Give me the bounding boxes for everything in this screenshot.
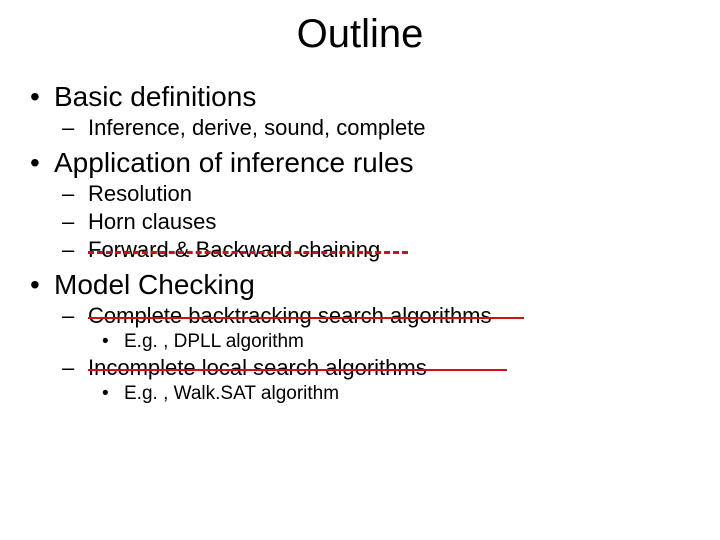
- bullet-text: Resolution: [88, 181, 192, 206]
- strike-line: [88, 369, 507, 371]
- bullet-basic-definitions: Basic definitions: [30, 81, 690, 113]
- bullet-text: Complete backtracking search algorithms: [88, 303, 492, 329]
- bullet-text: Basic definitions: [54, 81, 256, 112]
- bullet-horn-clauses: Horn clauses: [62, 209, 690, 235]
- bullet-text: Inference, derive, sound, complete: [88, 115, 426, 140]
- bullet-incomplete-local: Incomplete local search algorithms: [62, 355, 690, 381]
- bullet-text: E.g. , DPLL algorithm: [124, 331, 304, 352]
- bullet-text: Application of inference rules: [54, 147, 414, 178]
- slide-content: Basic definitions Inference, derive, sou…: [0, 81, 720, 405]
- bullet-text: E.g. , Walk.SAT algorithm: [124, 383, 339, 404]
- slide-title: Outline: [0, 12, 720, 57]
- bullet-forward-backward: Forward & Backward chaining: [62, 237, 690, 263]
- bullet-model-checking: Model Checking: [30, 269, 690, 301]
- bullet-application-inference: Application of inference rules: [30, 147, 690, 179]
- strike-line: [88, 251, 408, 254]
- bullet-text: Forward & Backward chaining: [88, 237, 380, 263]
- bullet-inference-derive: Inference, derive, sound, complete: [62, 115, 690, 141]
- slide: Outline Basic definitions Inference, der…: [0, 12, 720, 540]
- bullet-resolution: Resolution: [62, 181, 690, 207]
- bullet-text: Horn clauses: [88, 209, 216, 234]
- bullet-complete-backtracking: Complete backtracking search algorithms: [62, 303, 690, 329]
- bullet-dpll: E.g. , DPLL algorithm: [102, 331, 690, 353]
- bullet-text: Incomplete local search algorithms: [88, 355, 427, 381]
- bullet-walksat: E.g. , Walk.SAT algorithm: [102, 383, 690, 405]
- strike-line: [88, 317, 524, 319]
- bullet-text: Model Checking: [54, 269, 255, 300]
